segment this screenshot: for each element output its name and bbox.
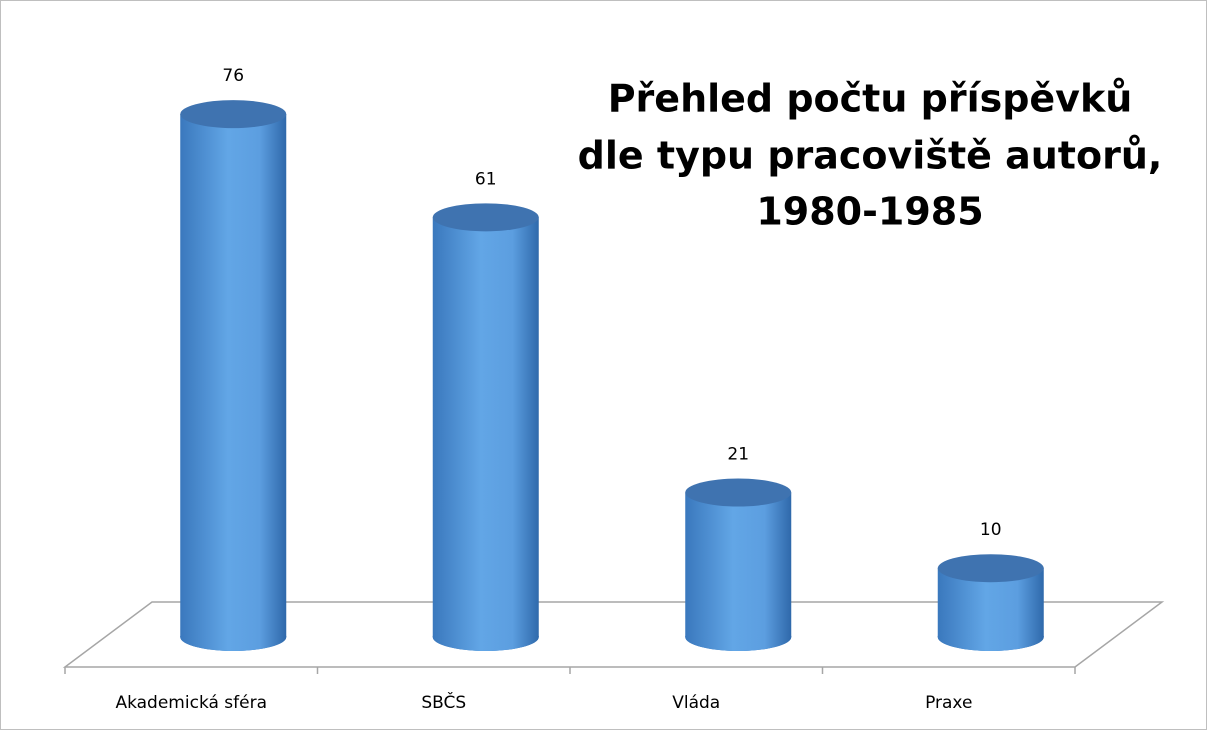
bar-top	[685, 478, 792, 507]
chart-title: Přehled počtu příspěvků	[608, 77, 1133, 121]
bar-bottom-front	[685, 623, 792, 651]
bar-top	[432, 203, 539, 232]
floor	[62, 601, 1165, 668]
bar-top	[180, 100, 287, 129]
bar	[432, 217, 539, 637]
data-label: 61	[475, 169, 497, 189]
x-tick-label: SBČS	[421, 691, 466, 713]
chart-title: 1980-1985	[756, 190, 983, 234]
bar	[685, 492, 792, 637]
x-tick-label: Praxe	[925, 693, 972, 713]
bar-bottom-front	[180, 623, 287, 651]
data-label: 76	[222, 66, 244, 86]
bar-bottom-front	[432, 623, 539, 651]
bar-top	[937, 554, 1044, 583]
bar	[180, 114, 287, 638]
chart-title: dle typu pracoviště autorů,	[578, 134, 1163, 178]
data-label: 10	[980, 520, 1002, 540]
bar-bottom-front	[937, 623, 1044, 651]
x-tick-label: Vláda	[672, 693, 720, 713]
data-label: 21	[727, 445, 749, 465]
x-tick-label: Akademická sféra	[115, 693, 267, 713]
